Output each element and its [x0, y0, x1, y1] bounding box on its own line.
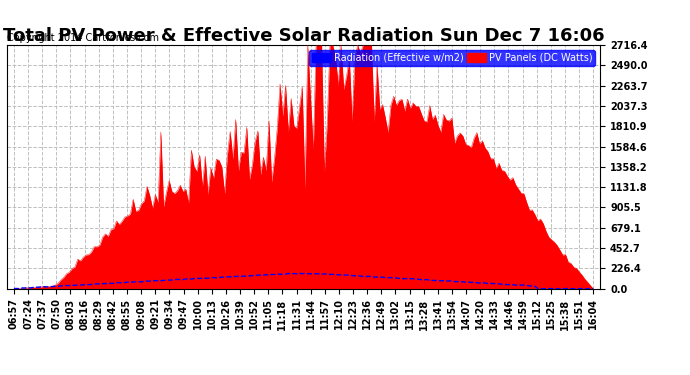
Legend: Radiation (Effective w/m2), PV Panels (DC Watts): Radiation (Effective w/m2), PV Panels (D…	[308, 50, 595, 66]
Text: Copyright 2014 Cartronics.com: Copyright 2014 Cartronics.com	[7, 33, 159, 43]
Title: Total PV Power & Effective Solar Radiation Sun Dec 7 16:06: Total PV Power & Effective Solar Radiati…	[3, 27, 604, 45]
